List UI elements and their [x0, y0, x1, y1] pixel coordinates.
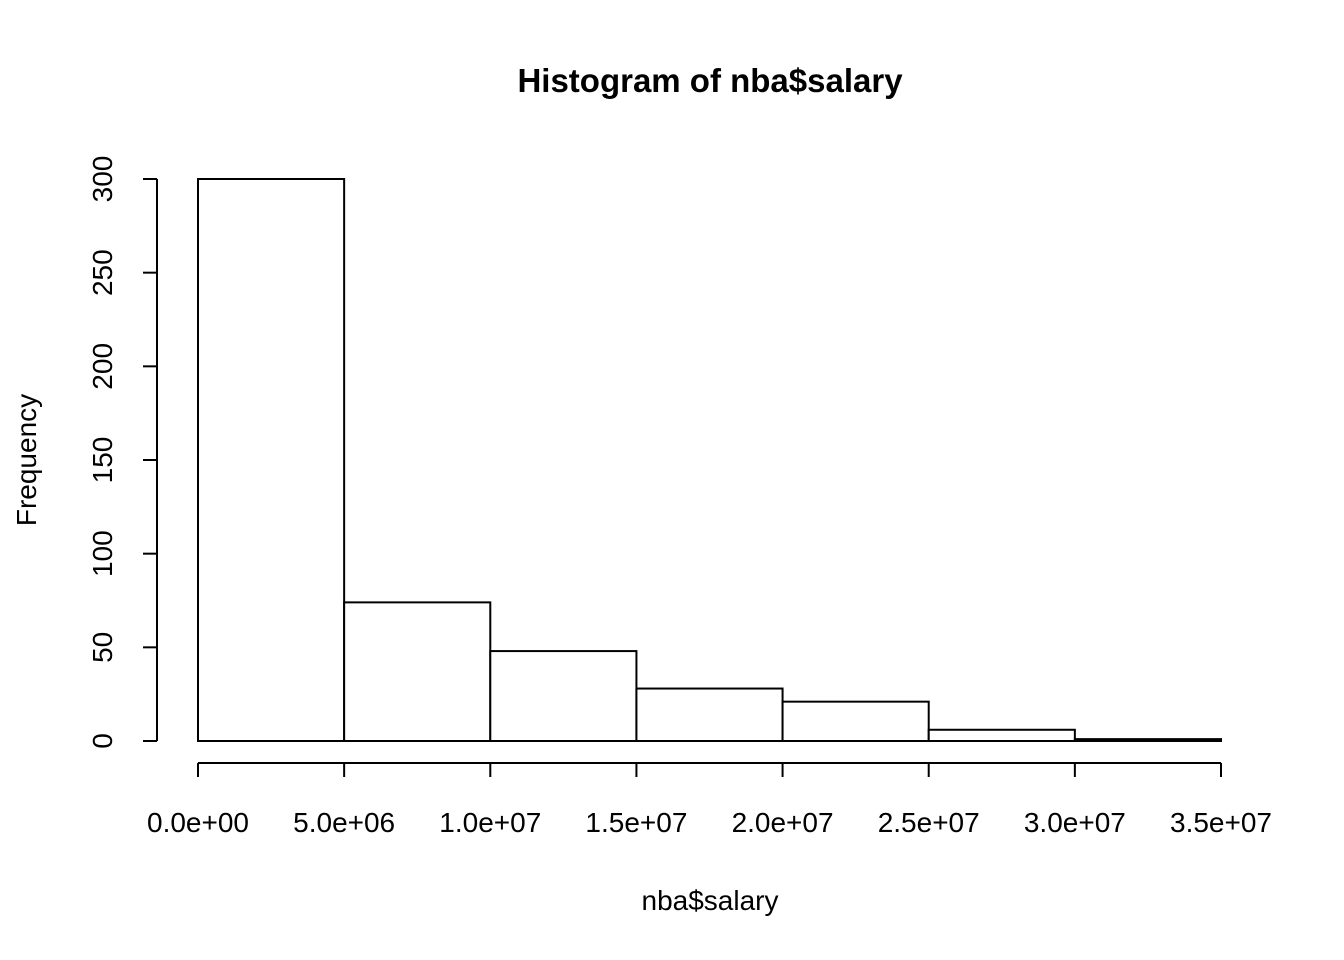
y-tick-label: 100 [87, 530, 118, 577]
y-tick-label: 150 [87, 437, 118, 484]
x-tick-label: 2.5e+07 [878, 807, 980, 838]
y-tick-label: 250 [87, 249, 118, 296]
x-tick-label: 0.0e+00 [147, 807, 249, 838]
chart-title: Histogram of nba$salary [517, 62, 903, 99]
histogram-bar [781, 700, 930, 742]
histogram-bar [927, 728, 1076, 743]
histogram-bar [343, 601, 492, 743]
y-axis-label: Frequency [11, 394, 42, 526]
x-tick-label: 5.0e+06 [293, 807, 395, 838]
bars-group [197, 178, 1223, 743]
histogram-bar [197, 178, 346, 742]
y-tick-label: 300 [87, 156, 118, 203]
histogram-bar [1073, 738, 1223, 742]
x-axis-label: nba$salary [642, 885, 779, 916]
y-tick-label: 50 [87, 632, 118, 663]
x-axis: 0.0e+00 5.0e+06 1.0e+07 1.5e+07 2.0e+07 2.5e+… [147, 762, 1272, 838]
x-tick-label: 1.5e+07 [585, 807, 687, 838]
x-tick-label: 2.0e+07 [732, 807, 834, 838]
x-tick-label: 3.0e+07 [1024, 807, 1126, 838]
histogram-bar [635, 687, 784, 743]
y-axis: 0 50 100 150 200 250 300 [87, 156, 158, 749]
y-tick-label: 200 [87, 343, 118, 390]
x-tick-label: 3.5e+07 [1170, 807, 1272, 838]
y-tick-label: 0 [87, 733, 118, 749]
x-tick-label: 1.0e+07 [439, 807, 541, 838]
histogram-bar [489, 650, 638, 743]
